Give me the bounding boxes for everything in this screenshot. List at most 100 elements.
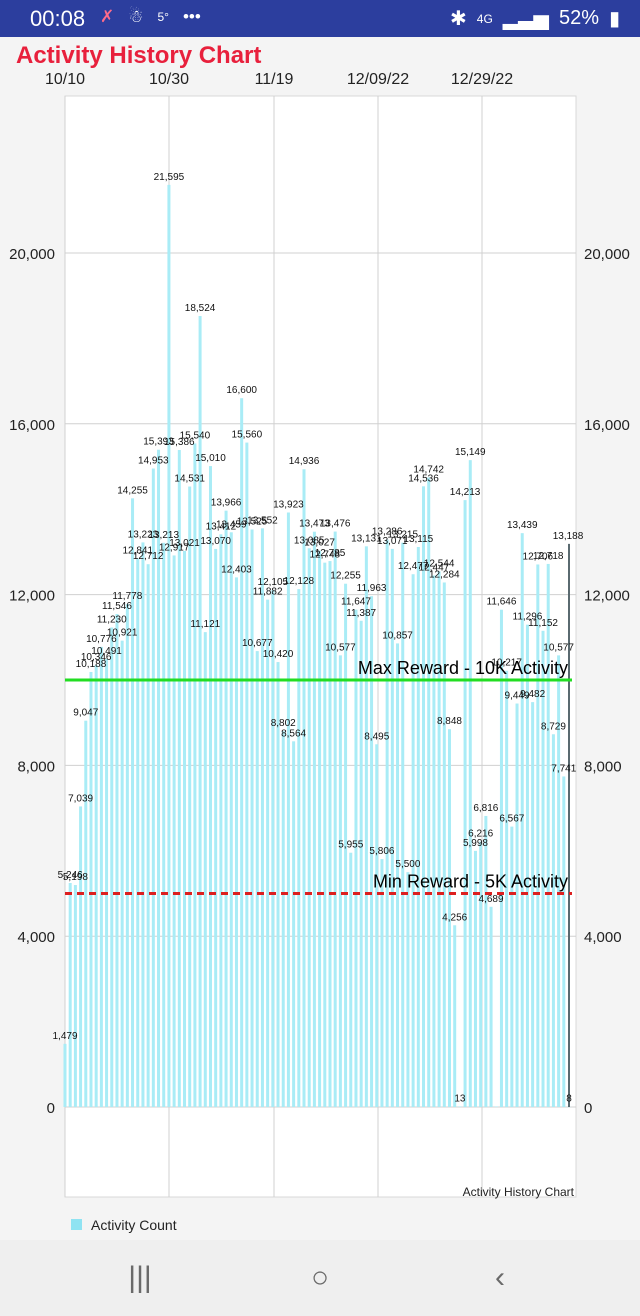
- data-label: 11,778: [112, 591, 142, 602]
- bar: [432, 575, 436, 1107]
- data-label: 6,816: [473, 803, 498, 814]
- bar: [141, 542, 145, 1107]
- bar: [396, 643, 400, 1107]
- bar: [562, 776, 566, 1107]
- bar: [120, 640, 124, 1107]
- data-label: 12,128: [284, 576, 315, 587]
- bar: [427, 477, 431, 1107]
- bar: [328, 561, 332, 1107]
- data-label: 13,188: [553, 531, 584, 542]
- data-label: 13,476: [320, 519, 351, 530]
- x-tick-label: 10/30: [149, 71, 189, 88]
- navigation-bar: ||| ○ ‹: [0, 1240, 640, 1316]
- data-label: 10,188: [76, 659, 107, 670]
- data-label: 12,748: [309, 550, 340, 561]
- data-label: 7,039: [68, 793, 93, 804]
- data-label: 10,677: [242, 638, 273, 649]
- data-label: 14,255: [117, 485, 148, 496]
- y-tick-label-right: 20,000: [584, 246, 630, 263]
- data-label: 12,841: [122, 546, 153, 557]
- bar: [245, 442, 249, 1107]
- data-label: 13,286: [372, 527, 403, 538]
- bar: [520, 533, 524, 1107]
- status-bar: 00:08 ✗ ☃ 5° ••• ✱ 4G ▂▃▅ 52% ▮: [0, 0, 640, 37]
- bar: [546, 563, 550, 1107]
- data-label: 13,027: [304, 538, 335, 549]
- bar: [266, 599, 270, 1107]
- bar: [422, 486, 426, 1107]
- data-label: 11,546: [102, 601, 132, 612]
- bar: [510, 826, 514, 1107]
- bar: [73, 885, 77, 1107]
- data-label: 4,256: [442, 912, 467, 923]
- activity-chart: 10/10 10/30 11/19 12/09/22 12/29/22 0 0 4,000 4,…: [9, 71, 630, 1233]
- data-label: 8,802: [271, 718, 296, 729]
- data-label: 12,712: [133, 551, 164, 562]
- bar: [525, 624, 529, 1107]
- y-tick-label-left: 16,000: [9, 417, 55, 434]
- more-icon: •••: [182, 7, 201, 26]
- bar: [99, 646, 103, 1107]
- page-title: Activity History Chart: [16, 42, 262, 69]
- data-label: 11,230: [97, 614, 127, 625]
- y-tick-label-right: 0: [584, 1100, 592, 1117]
- bar: [157, 449, 161, 1108]
- battery-icon: ▮: [608, 8, 620, 30]
- bar: [110, 627, 114, 1107]
- data-label: 9,482: [520, 689, 545, 700]
- data-label: 10,577: [543, 642, 574, 653]
- home-button[interactable]: ○: [310, 1261, 330, 1294]
- bar: [531, 702, 535, 1107]
- data-label: 14,936: [289, 456, 320, 467]
- bar: [183, 551, 187, 1107]
- data-label: 12,477: [398, 561, 429, 572]
- data-label: 8,495: [364, 731, 389, 742]
- bar: [416, 546, 420, 1107]
- bar: [89, 671, 93, 1107]
- bar: [312, 531, 316, 1107]
- data-label: 12,447: [419, 563, 450, 574]
- data-label: 6,216: [468, 829, 493, 840]
- data-label: 12,917: [159, 542, 190, 553]
- data-label: 13,459: [216, 519, 247, 530]
- y-tick-label-left: 0: [47, 1100, 55, 1117]
- bar: [437, 571, 441, 1107]
- data-label: 5,955: [338, 840, 363, 851]
- bar: [79, 806, 83, 1107]
- bar: [557, 655, 561, 1107]
- battery-percent: 52%: [558, 7, 599, 29]
- bar: [515, 703, 519, 1107]
- data-label: 13,412: [206, 521, 237, 532]
- data-label: 15,540: [180, 430, 211, 441]
- x-tick-label: 11/19: [255, 71, 294, 88]
- recents-button[interactable]: |||: [128, 1261, 152, 1294]
- bar: [260, 528, 264, 1107]
- bar: [94, 665, 98, 1107]
- bar: [385, 539, 389, 1107]
- data-label: 11,296: [513, 612, 543, 623]
- data-label: 8,729: [541, 721, 566, 732]
- bar: [364, 546, 368, 1107]
- data-label: 1,479: [52, 1031, 77, 1042]
- bar: [151, 468, 155, 1107]
- data-label: 5,246: [58, 870, 83, 881]
- bar: [323, 562, 327, 1107]
- bar: [453, 925, 457, 1107]
- data-label: 10,857: [382, 630, 413, 641]
- bluetooth-icon: ✱: [450, 8, 467, 30]
- back-button[interactable]: ‹: [495, 1261, 505, 1294]
- bar: [131, 498, 135, 1107]
- data-label: 5,998: [463, 838, 488, 849]
- bar: [214, 548, 218, 1107]
- y-tick-label-right: 4,000: [584, 929, 622, 946]
- data-label: 10,420: [263, 649, 294, 660]
- data-label: 11,152: [528, 618, 558, 629]
- bar: [281, 731, 285, 1107]
- legend-label: Activity Count: [91, 1217, 177, 1233]
- bar: [193, 443, 197, 1107]
- bar: [63, 1043, 67, 1107]
- data-label: 12,785: [315, 548, 346, 559]
- bar: [229, 532, 233, 1107]
- data-label: 5,806: [369, 846, 394, 857]
- data-label: 9,449: [505, 691, 530, 702]
